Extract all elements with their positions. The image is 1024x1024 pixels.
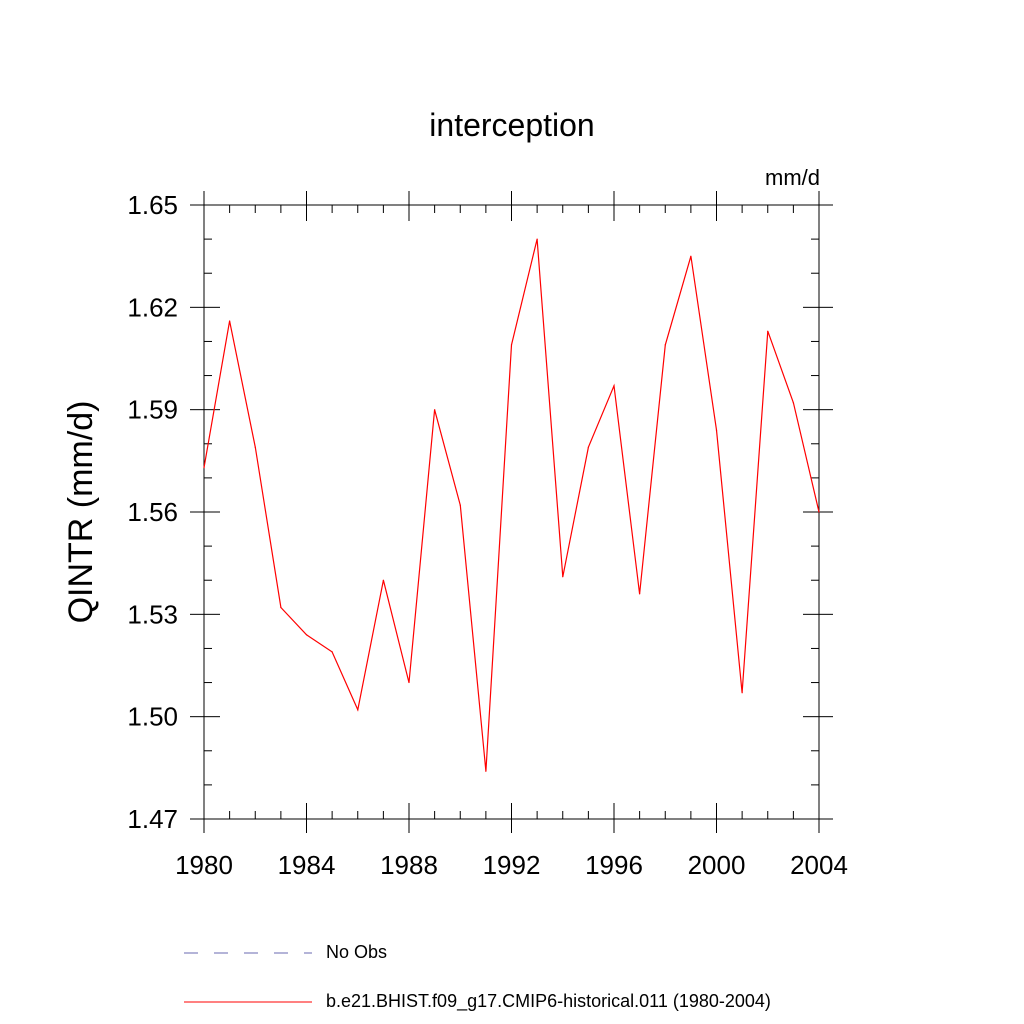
y-tick-label: 1.62 <box>127 292 178 322</box>
data-point <box>536 238 538 240</box>
data-point <box>382 579 384 581</box>
data-point <box>741 692 743 694</box>
data-point <box>818 511 820 513</box>
data-point <box>485 770 487 772</box>
y-tick-label: 1.56 <box>127 497 178 527</box>
y-tick-label: 1.53 <box>127 599 178 629</box>
data-point <box>767 330 769 332</box>
y-tick-label: 1.50 <box>127 702 178 732</box>
y-tick-label: 1.59 <box>127 395 178 425</box>
units-label: mm/d <box>765 165 820 190</box>
x-tick-label: 1988 <box>380 850 438 880</box>
data-point <box>639 593 641 595</box>
data-point <box>408 681 410 684</box>
data-point <box>664 344 666 346</box>
series-line <box>203 238 820 772</box>
data-point <box>357 709 359 711</box>
data-point <box>254 446 256 448</box>
chart-title: interception <box>429 107 594 143</box>
data-point <box>562 576 564 578</box>
data-point <box>305 634 308 636</box>
data-point <box>229 320 231 322</box>
data-point <box>510 344 513 346</box>
legend-lines <box>184 952 312 1003</box>
axis-ticks <box>190 191 833 833</box>
x-tick-label: 1980 <box>175 850 233 880</box>
data-point <box>715 429 718 431</box>
y-tick-label: 1.65 <box>127 190 178 220</box>
data-point <box>203 467 205 469</box>
data-point <box>459 504 461 506</box>
plot-frame <box>203 204 820 820</box>
y-tick-label: 1.47 <box>127 804 178 834</box>
data-point <box>690 255 692 257</box>
x-tick-label: 1996 <box>585 850 643 880</box>
data-point <box>792 402 794 404</box>
legend-label-no-obs: No Obs <box>326 942 388 962</box>
x-tick-label: 2004 <box>790 850 848 880</box>
x-tick-label: 1992 <box>483 850 541 880</box>
legend-label-historical: b.e21.BHIST.f09_g17.CMIP6-historical.011… <box>326 991 771 1011</box>
data-point <box>613 385 615 387</box>
x-tick-label: 2000 <box>688 850 746 880</box>
x-tick-label: 1984 <box>278 850 336 880</box>
data-point <box>434 409 436 411</box>
data-point <box>587 446 589 448</box>
data-point <box>280 606 282 609</box>
series-layer <box>203 238 820 772</box>
data-point <box>331 651 333 653</box>
tick-labels: 1980 1984 1988 1992 1996 2000 2004 1.47 1.50 1.53… <box>127 190 848 880</box>
y-axis-label: QINTR (mm/d) <box>62 401 100 624</box>
